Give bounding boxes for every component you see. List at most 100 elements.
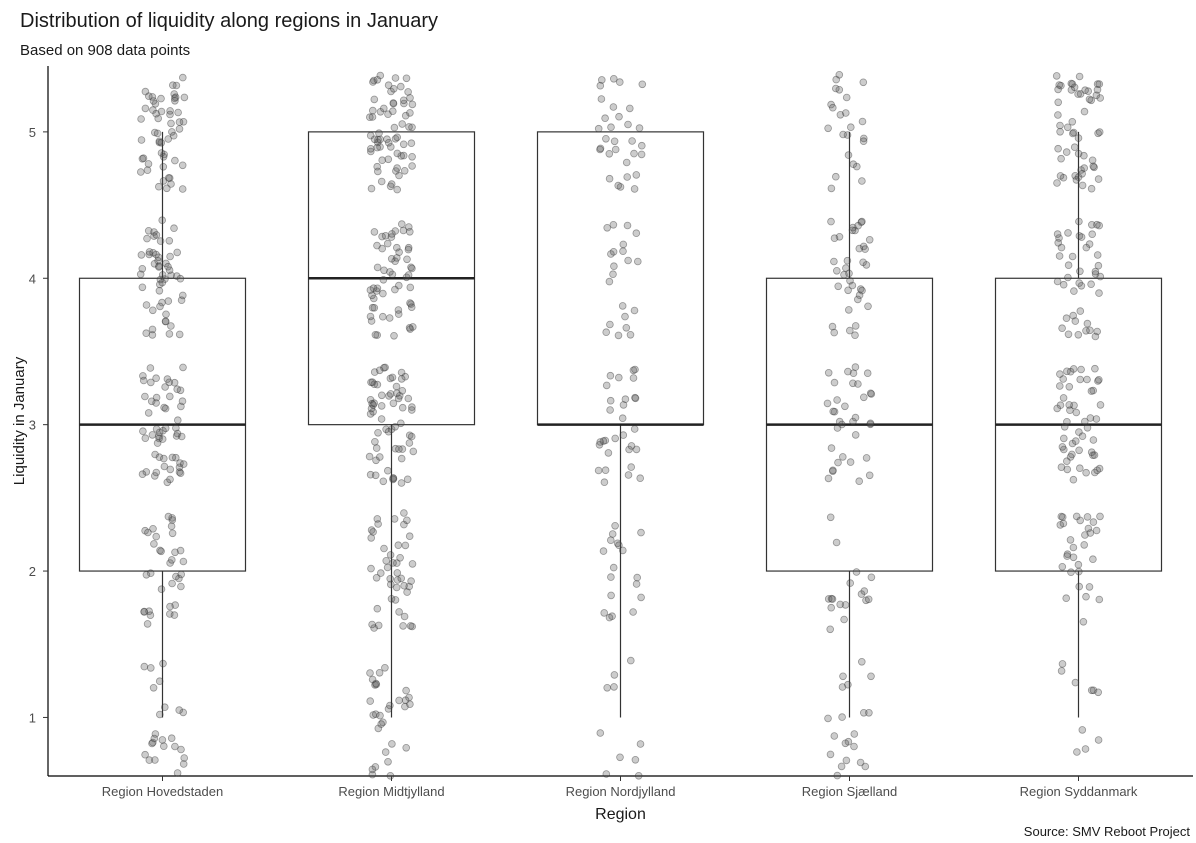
data-point bbox=[1070, 401, 1078, 410]
data-point bbox=[844, 286, 852, 295]
chart-caption: Source: SMV Reboot Project bbox=[1023, 824, 1190, 839]
data-point bbox=[614, 181, 622, 190]
data-point bbox=[1078, 170, 1086, 178]
data-point bbox=[179, 460, 188, 468]
data-point bbox=[368, 399, 376, 408]
data-point bbox=[395, 248, 403, 257]
data-point bbox=[605, 613, 614, 622]
data-point bbox=[377, 720, 386, 728]
data-point bbox=[380, 544, 388, 553]
data-point bbox=[637, 141, 646, 150]
data-point bbox=[1054, 98, 1062, 107]
data-point bbox=[1083, 319, 1092, 328]
data-point bbox=[158, 216, 167, 225]
data-point bbox=[173, 385, 182, 394]
data-point bbox=[1078, 726, 1087, 734]
data-point bbox=[175, 125, 184, 133]
data-point bbox=[397, 454, 406, 463]
data-point bbox=[140, 662, 149, 671]
data-point bbox=[388, 373, 397, 382]
data-point bbox=[1080, 164, 1088, 172]
data-point bbox=[149, 97, 158, 105]
data-point bbox=[157, 107, 166, 116]
data-point bbox=[606, 396, 615, 405]
data-point bbox=[859, 393, 868, 402]
data-point bbox=[171, 548, 179, 557]
data-point bbox=[175, 118, 184, 126]
data-point bbox=[1082, 243, 1091, 252]
data-point bbox=[400, 581, 408, 590]
data-point bbox=[839, 672, 847, 681]
data-point bbox=[397, 574, 406, 583]
data-point bbox=[402, 686, 410, 695]
data-point bbox=[1074, 149, 1083, 158]
data-point bbox=[405, 431, 414, 440]
data-point bbox=[1095, 128, 1104, 136]
data-point bbox=[150, 259, 159, 268]
data-point bbox=[173, 429, 182, 438]
data-point bbox=[383, 135, 391, 144]
data-point bbox=[844, 151, 853, 159]
data-point bbox=[637, 528, 645, 537]
data-point bbox=[370, 95, 379, 104]
data-point bbox=[614, 373, 623, 382]
data-point bbox=[828, 595, 837, 603]
data-point bbox=[1074, 330, 1083, 339]
data-point bbox=[148, 331, 157, 339]
data-point bbox=[369, 407, 377, 416]
data-point bbox=[855, 244, 864, 253]
data-point bbox=[151, 100, 160, 108]
data-point bbox=[160, 454, 168, 463]
data-point bbox=[1064, 261, 1073, 270]
data-point bbox=[161, 404, 170, 413]
data-point bbox=[846, 123, 855, 131]
data-point bbox=[1070, 287, 1078, 295]
y-tick-label: 2 bbox=[29, 564, 36, 579]
data-point bbox=[1076, 307, 1085, 315]
data-point bbox=[857, 218, 866, 227]
data-point bbox=[149, 306, 157, 315]
data-point bbox=[163, 375, 172, 383]
data-point bbox=[177, 582, 185, 591]
data-point bbox=[373, 515, 382, 523]
data-point bbox=[370, 135, 379, 144]
data-point bbox=[602, 135, 610, 143]
data-point bbox=[396, 553, 404, 562]
data-point bbox=[1096, 272, 1105, 281]
data-point bbox=[1059, 173, 1068, 182]
data-point bbox=[162, 310, 170, 319]
data-point bbox=[1077, 365, 1085, 374]
data-point bbox=[152, 532, 161, 541]
data-point bbox=[400, 99, 408, 108]
data-point bbox=[597, 76, 606, 84]
data-point bbox=[824, 474, 833, 483]
data-point bbox=[382, 556, 391, 565]
data-point bbox=[388, 107, 397, 115]
x-tick-label: Region Hovedstaden bbox=[102, 784, 223, 799]
data-point bbox=[393, 389, 401, 398]
data-point bbox=[175, 574, 183, 583]
data-point bbox=[401, 111, 410, 120]
data-point bbox=[1064, 273, 1072, 282]
data-point bbox=[1057, 463, 1066, 472]
data-point bbox=[1063, 552, 1071, 560]
data-point bbox=[161, 424, 170, 433]
data-point bbox=[1054, 239, 1062, 247]
data-point bbox=[178, 185, 187, 193]
data-point bbox=[406, 283, 415, 292]
data-point bbox=[398, 120, 407, 128]
data-point bbox=[171, 742, 179, 751]
data-point bbox=[599, 437, 608, 445]
data-point bbox=[1074, 560, 1083, 569]
data-point bbox=[841, 739, 850, 748]
data-point bbox=[623, 173, 631, 181]
data-point bbox=[630, 185, 639, 193]
data-point bbox=[1066, 367, 1075, 376]
data-point bbox=[1060, 434, 1068, 443]
data-point bbox=[1081, 745, 1090, 753]
data-point bbox=[405, 693, 413, 702]
data-point bbox=[384, 110, 392, 118]
data-point bbox=[144, 227, 153, 235]
data-point bbox=[170, 224, 178, 233]
data-point bbox=[141, 392, 149, 401]
